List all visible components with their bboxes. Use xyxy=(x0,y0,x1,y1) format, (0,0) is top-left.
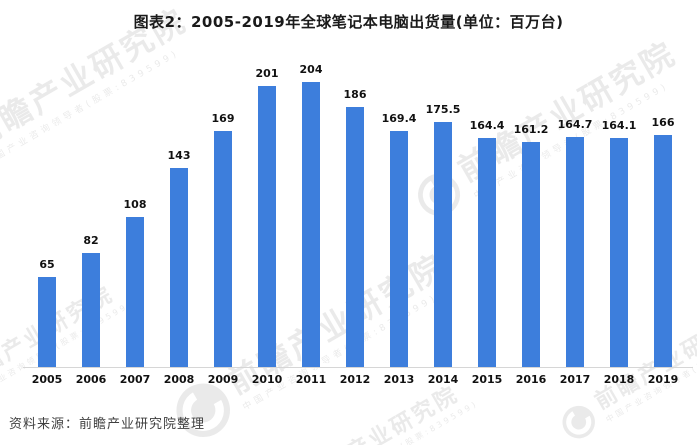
x-axis-line xyxy=(23,367,693,368)
x-tick-label: 2009 xyxy=(207,373,239,386)
x-tick-label: 2018 xyxy=(603,373,635,386)
value-label: 166 xyxy=(651,116,675,129)
value-label: 82 xyxy=(83,234,99,247)
bar-group-2011: 204 xyxy=(289,58,333,368)
bar-2016[interactable] xyxy=(522,142,540,368)
value-label: 175.5 xyxy=(425,103,461,116)
value-label: 108 xyxy=(123,198,147,211)
value-label: 186 xyxy=(343,88,367,101)
bar-chart-plot: 65 82 108 143 169 201 204 186 169.4 175.5 164.4 161… xyxy=(23,58,693,368)
x-tick-label: 2005 xyxy=(31,373,63,386)
value-label: 169.4 xyxy=(381,112,417,125)
x-axis-labels: 2005 2006 2007 2008 2009 2010 2011 2012 2013 2014… xyxy=(25,373,685,386)
bar-group-2009: 169 xyxy=(201,58,245,368)
x-tick-label: 2019 xyxy=(647,373,679,386)
watermark-brand: 前瞻产业研究院 xyxy=(299,381,464,445)
x-tick-label: 2006 xyxy=(75,373,107,386)
x-tick-label: 2015 xyxy=(471,373,503,386)
bar-2011[interactable] xyxy=(302,82,320,368)
page-title: 图表2：2005-2019年全球笔记本电脑出货量(单位：百万台) xyxy=(133,13,564,31)
value-label: 204 xyxy=(299,63,323,76)
bar-2008[interactable] xyxy=(170,168,188,368)
bar-2012[interactable] xyxy=(346,107,364,368)
value-label: 65 xyxy=(39,258,55,271)
x-tick-label: 2017 xyxy=(559,373,591,386)
bar-2014[interactable] xyxy=(434,122,452,368)
x-tick-label: 2008 xyxy=(163,373,195,386)
bar-group-2013: 169.4 xyxy=(377,58,421,368)
bar-2010[interactable] xyxy=(258,86,276,368)
bar-group-2019: 166 xyxy=(641,58,685,368)
x-tick-label: 2013 xyxy=(383,373,415,386)
bar-group-2015: 164.4 xyxy=(465,58,509,368)
qianzhan-logo-icon xyxy=(556,399,602,445)
source-note: 资料来源：前瞻产业研究院整理 xyxy=(9,417,206,432)
bar-group-2017: 164.7 xyxy=(553,58,597,368)
value-label: 164.7 xyxy=(557,118,593,131)
bar-group-2008: 143 xyxy=(157,58,201,368)
bar-2015[interactable] xyxy=(478,138,496,368)
watermark: 前瞻产业研究院 中国产业咨询领导者(股票:839599) xyxy=(300,376,480,445)
value-label: 161.2 xyxy=(513,123,549,136)
bar-2013[interactable] xyxy=(390,131,408,368)
bar-2005[interactable] xyxy=(38,277,56,368)
x-tick-label: 2014 xyxy=(427,373,459,386)
bar-2018[interactable] xyxy=(610,138,628,368)
value-label: 201 xyxy=(255,67,279,80)
bar-2009[interactable] xyxy=(214,131,232,368)
bar-group-2014: 175.5 xyxy=(421,58,465,368)
bar-group-2012: 186 xyxy=(333,58,377,368)
bar-group-2005: 65 xyxy=(25,58,69,368)
bar-2019[interactable] xyxy=(654,135,672,368)
value-label: 169 xyxy=(211,112,235,125)
watermark-subtext: 中国产业咨询领导者(股票:839599) xyxy=(313,398,481,445)
bar-group-2016: 161.2 xyxy=(509,58,553,368)
bar-group-2006: 82 xyxy=(69,58,113,368)
bar-group-2010: 201 xyxy=(245,58,289,368)
x-tick-label: 2012 xyxy=(339,373,371,386)
bar-2017[interactable] xyxy=(566,137,584,368)
bar-2007[interactable] xyxy=(126,217,144,368)
x-tick-label: 2016 xyxy=(515,373,547,386)
value-label: 164.1 xyxy=(601,119,637,132)
bar-group-2018: 164.1 xyxy=(597,58,641,368)
bars-container: 65 82 108 143 169 201 204 186 169.4 175.5 164.4 161… xyxy=(25,58,685,368)
x-tick-label: 2007 xyxy=(119,373,151,386)
value-label: 143 xyxy=(167,149,191,162)
x-tick-label: 2010 xyxy=(251,373,283,386)
x-tick-label: 2011 xyxy=(295,373,327,386)
bar-group-2007: 108 xyxy=(113,58,157,368)
value-label: 164.4 xyxy=(469,119,505,132)
bar-2006[interactable] xyxy=(82,253,100,368)
